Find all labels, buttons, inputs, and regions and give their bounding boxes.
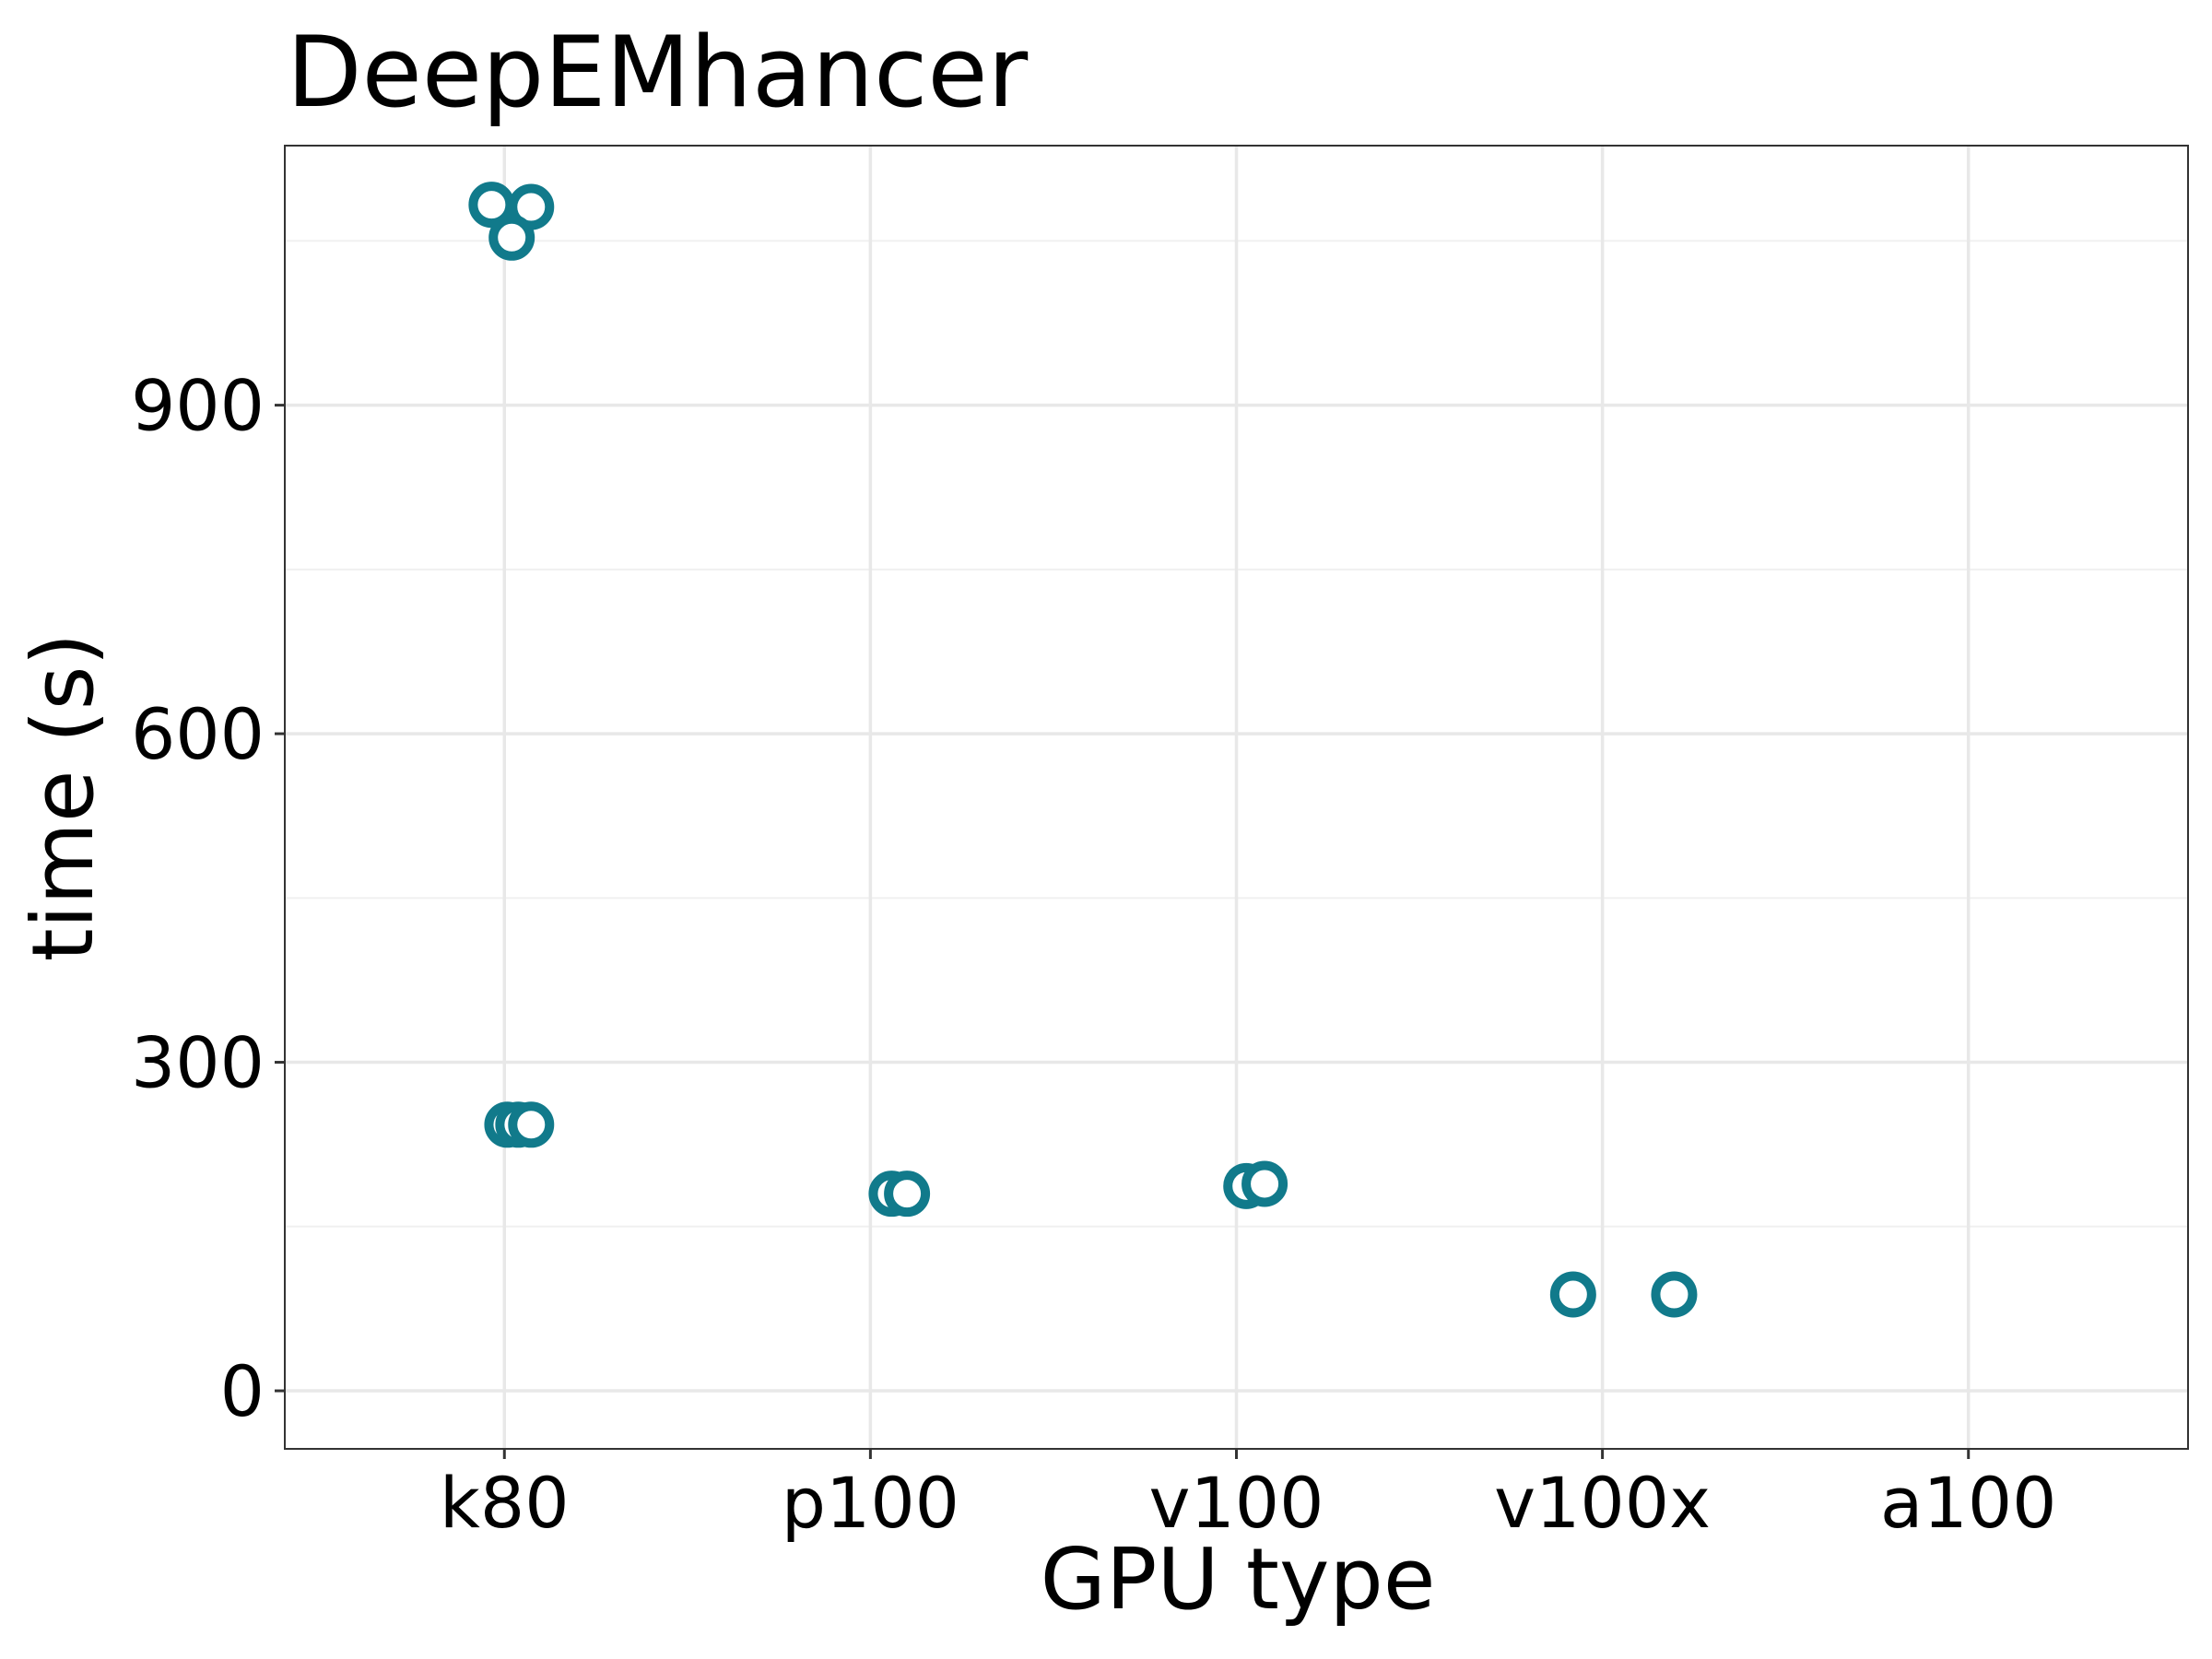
point [508, 1101, 555, 1148]
plot-frame [284, 145, 2189, 1450]
point [488, 214, 535, 261]
point [1549, 1271, 1596, 1318]
point [1651, 1271, 1698, 1318]
y-tick-label: 600 [131, 693, 265, 775]
y-tick-label: 900 [131, 365, 265, 447]
point [884, 1171, 931, 1218]
chart-title: DeepEMhancer [287, 16, 1029, 129]
x-tick-label: v100x [1494, 1462, 1711, 1544]
x-tick-label: p100 [782, 1462, 959, 1544]
x-tick-label: k80 [440, 1462, 570, 1544]
y-tick-label: 300 [131, 1022, 265, 1104]
x-tick-label: v100 [1148, 1462, 1324, 1544]
y-tick-label: 0 [220, 1350, 265, 1432]
x-axis-label: GPU type [1041, 1530, 1436, 1629]
y-axis-label: time (s) [14, 633, 112, 962]
point [1241, 1160, 1288, 1207]
x-tick-label: a100 [1880, 1462, 2057, 1544]
